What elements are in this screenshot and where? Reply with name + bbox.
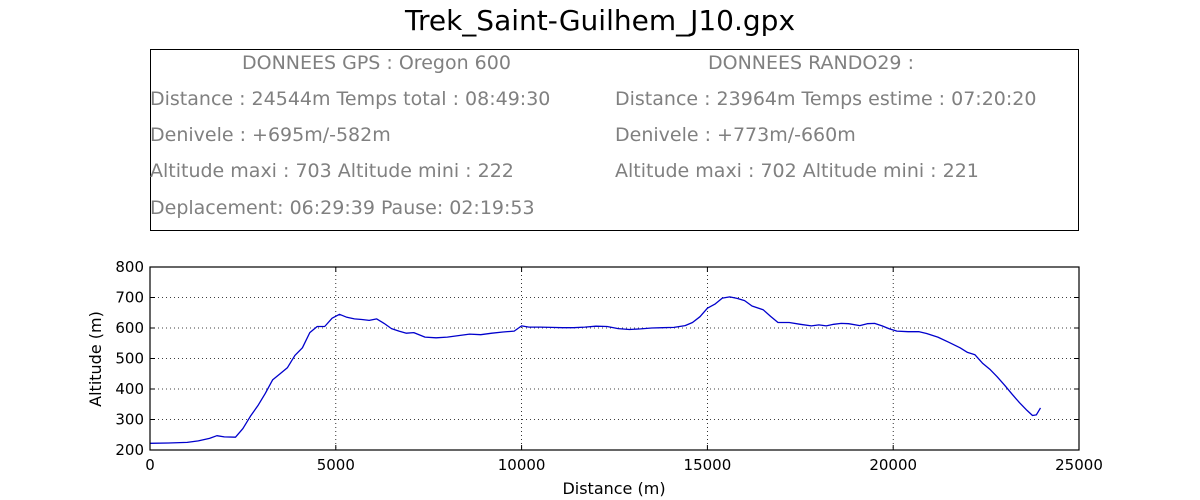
y-tick-label: 300 bbox=[115, 411, 144, 429]
y-tick-label: 400 bbox=[115, 380, 144, 398]
x-tick-label: 25000 bbox=[1055, 456, 1103, 474]
gps-elevation-gain: Denivele : +695m/-582m bbox=[150, 124, 391, 146]
rando-altitude-range: Altitude maxi : 702 Altitude mini : 221 bbox=[615, 160, 979, 182]
y-tick-label: 800 bbox=[115, 258, 144, 276]
x-axis-label: Distance (m) bbox=[562, 479, 665, 498]
x-tick-label: 5000 bbox=[317, 456, 355, 474]
rando-distance-time: Distance : 23964m Temps estime : 07:20:2… bbox=[615, 88, 1037, 110]
gps-distance-time: Distance : 24544m Temps total : 08:49:30 bbox=[150, 88, 551, 110]
altitude-series-line bbox=[149, 296, 1042, 444]
x-axis-ticks: 0 5000 10000 15000 20000 25000 bbox=[145, 267, 1103, 474]
grid-lines bbox=[150, 267, 1079, 450]
y-tick-label: 200 bbox=[115, 441, 144, 459]
y-tick-label: 600 bbox=[115, 319, 144, 337]
chart-title: Trek_Saint-Guilhem_J10.gpx bbox=[404, 4, 796, 37]
y-axis-ticks: 200 300 400 500 600 700 800 bbox=[115, 258, 1079, 459]
x-tick-label: 0 bbox=[145, 456, 155, 474]
x-tick-label: 15000 bbox=[684, 456, 732, 474]
info-panel: DONNEES GPS : Oregon 600 Distance : 2454… bbox=[150, 49, 1079, 231]
y-axis-label: Altitude (m) bbox=[86, 311, 105, 407]
gps-altitude-range: Altitude maxi : 703 Altitude mini : 222 bbox=[150, 160, 514, 182]
x-tick-label: 20000 bbox=[869, 456, 917, 474]
rando-elevation-gain: Denivele : +773m/-660m bbox=[615, 124, 856, 146]
gps-data-header: DONNEES GPS : Oregon 600 bbox=[242, 52, 511, 74]
y-tick-label: 700 bbox=[115, 289, 144, 307]
y-tick-label: 500 bbox=[115, 350, 144, 368]
x-tick-label: 10000 bbox=[498, 456, 546, 474]
gps-moving-pause: Deplacement: 06:29:39 Pause: 02:19:53 bbox=[150, 197, 535, 219]
rando-data-header: DONNEES RANDO29 : bbox=[708, 52, 914, 74]
